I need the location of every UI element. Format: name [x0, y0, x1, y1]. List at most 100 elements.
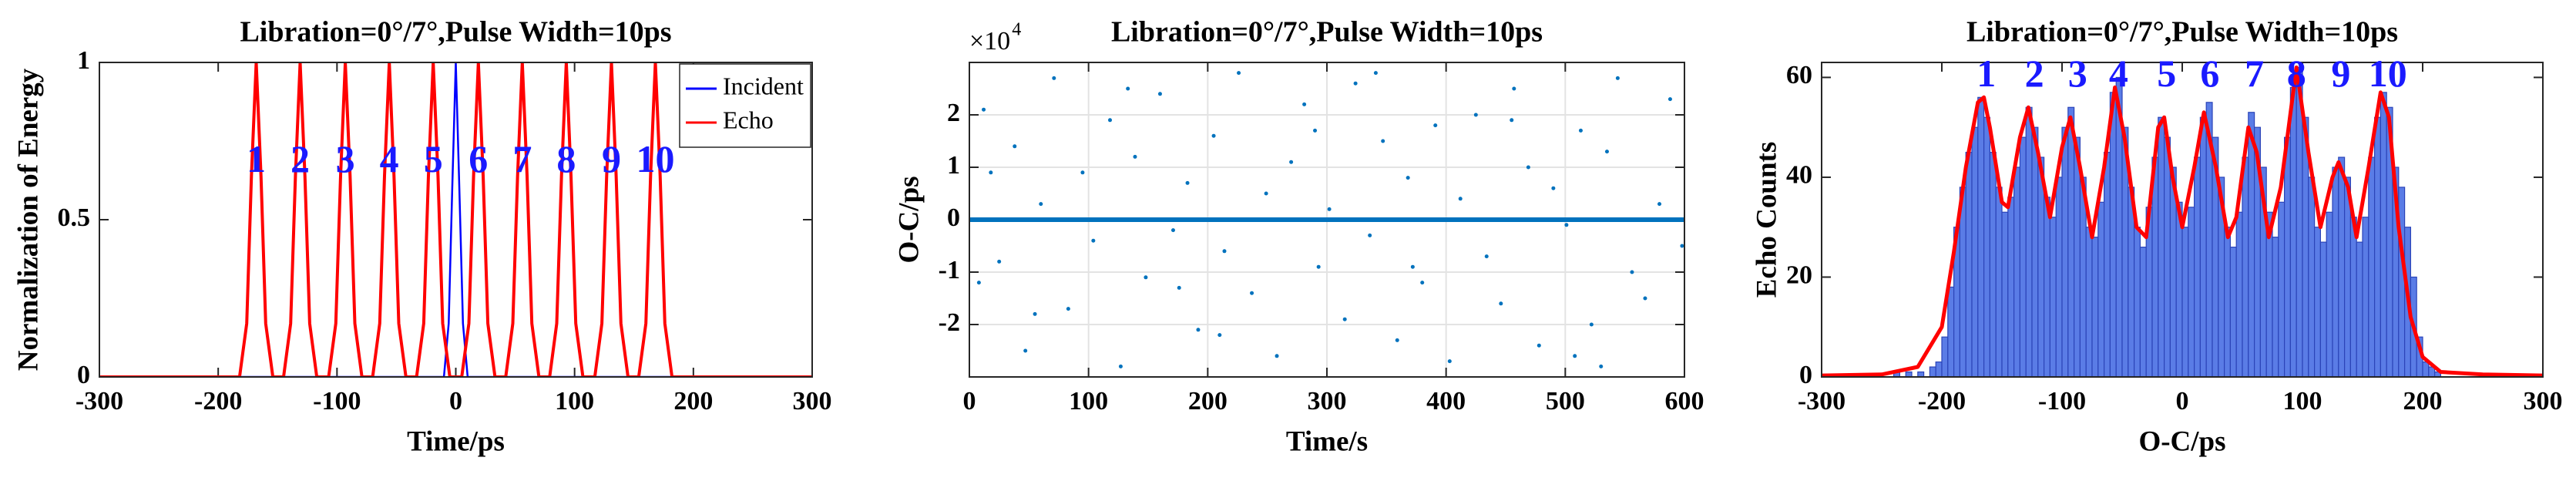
histogram-bar: [2025, 106, 2033, 377]
series-line: [1822, 66, 2543, 377]
histogram-bar: [2338, 156, 2346, 377]
histogram-bar: [2031, 126, 2039, 377]
axes-frame: [969, 62, 1685, 378]
x-tick-label: 400: [1426, 387, 1466, 415]
histogram-bar: [2013, 166, 2021, 377]
scatter-point: [1406, 176, 1410, 180]
scatter-point: [1433, 123, 1438, 128]
scatter-point: [1668, 97, 1672, 102]
plot-content: [1822, 66, 2543, 377]
series-line: [99, 62, 812, 377]
histogram-bar: [2326, 211, 2333, 377]
y-tick-label: -2: [939, 308, 960, 337]
peak-label: 7: [2245, 52, 2264, 95]
y-tick-label: 1: [77, 46, 90, 75]
scatter-point: [1342, 317, 1347, 321]
scatter-point: [1599, 364, 1604, 368]
histogram-bar: [1929, 366, 1936, 377]
peak-label: 4: [2109, 52, 2128, 95]
scatter-point: [1573, 354, 1577, 358]
histogram-bar: [2085, 227, 2093, 377]
x-tick-label: -200: [194, 387, 242, 415]
scatter-point: [1144, 275, 1148, 280]
peak-label: 4: [380, 137, 399, 180]
y-multiplier: ×10: [969, 27, 1010, 56]
histogram-bar: [2272, 237, 2279, 377]
legend-box: [679, 63, 811, 148]
histogram-bar: [2199, 116, 2207, 377]
scatter-point: [1039, 202, 1043, 207]
histogram-bar: [2284, 136, 2292, 377]
histogram-bar: [2007, 197, 2015, 377]
scatter-point: [1289, 160, 1294, 164]
scatter-point: [1211, 133, 1216, 138]
histogram-bar: [1977, 96, 1985, 377]
y-tick-label: 0: [947, 204, 960, 232]
x-tick-label: 600: [1665, 387, 1704, 415]
scatter-point: [1302, 102, 1307, 106]
histogram-bar: [1941, 336, 1949, 377]
histogram-bar: [2278, 201, 2285, 377]
peak-label: 9: [602, 137, 621, 180]
scatter-point: [1080, 170, 1085, 175]
scatter-point: [1643, 296, 1647, 301]
chart-title: Libration=0°/7°,Pulse Width=10ps: [1111, 16, 1543, 49]
histogram-bar: [2067, 106, 2075, 377]
scatter-point: [1126, 86, 1130, 91]
y-tick-label: 60: [1786, 61, 1812, 89]
scatter-point: [1264, 191, 1268, 196]
x-tick-label: 100: [2283, 387, 2322, 415]
scatter-point: [1237, 71, 1241, 76]
scatter-point: [1091, 238, 1096, 243]
histogram-bar: [2242, 156, 2249, 377]
y-axis-label: Normalization of Energy: [12, 68, 44, 371]
y-tick-label: 20: [1786, 261, 1812, 289]
histogram-bar: [2049, 217, 2057, 377]
series-line: [99, 62, 812, 377]
x-tick-label: 300: [793, 387, 832, 415]
histogram-bar: [2061, 126, 2069, 377]
histogram-bar: [2332, 166, 2339, 377]
histogram-bar: [2356, 241, 2363, 377]
scatter-point: [1316, 264, 1321, 269]
peak-label: 10: [636, 137, 675, 180]
peak-label: 3: [2068, 52, 2087, 95]
scatter-point: [982, 107, 986, 112]
scatter-point: [1368, 233, 1372, 237]
scatter-point: [1170, 228, 1175, 233]
scatter-point: [1680, 244, 1684, 248]
histogram-bar: [2097, 201, 2105, 377]
scatter-point: [1222, 249, 1227, 254]
histogram-bar: [1983, 116, 1991, 377]
histogram-bar: [2194, 156, 2202, 377]
legend-label: Incident: [723, 72, 804, 99]
histogram-bar: [2289, 86, 2297, 377]
histogram-bar: [1965, 151, 1973, 377]
scatter-point: [1033, 311, 1037, 316]
scatter-point: [1250, 291, 1254, 295]
x-tick-label: -200: [1918, 387, 1966, 415]
histogram-bar: [2164, 136, 2171, 377]
peak-label: 2: [291, 137, 310, 180]
histogram-bar: [2001, 211, 2009, 377]
y-tick-label: 0.5: [58, 204, 91, 232]
peak-label: 3: [336, 137, 355, 180]
scatter-point: [1537, 343, 1541, 348]
scatter-point: [1118, 364, 1123, 368]
peak-label: 5: [424, 137, 443, 180]
scatter-point: [1108, 118, 1113, 123]
chart-title: Libration=0°/7°,Pulse Width=10ps: [240, 16, 671, 49]
y-tick-label: 1: [947, 151, 960, 180]
scatter-point: [1410, 264, 1415, 269]
x-tick-label: -300: [76, 387, 123, 415]
histogram-bar: [2380, 92, 2387, 377]
scatter-point: [1458, 197, 1463, 201]
scatter-point: [1353, 81, 1358, 86]
histogram-bar: [2308, 177, 2316, 377]
legend-label: Echo: [723, 106, 774, 133]
x-tick-label: 0: [449, 387, 462, 415]
histogram-bar: [2368, 156, 2376, 377]
histogram-bar: [2248, 112, 2255, 377]
scatter-point: [976, 281, 981, 285]
